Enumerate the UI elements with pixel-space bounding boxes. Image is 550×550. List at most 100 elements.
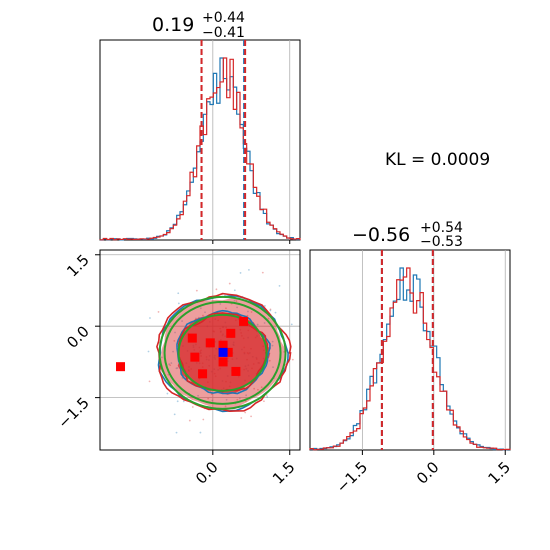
sample-point xyxy=(174,331,176,334)
red-marker xyxy=(223,347,233,357)
blue-marker xyxy=(218,347,228,357)
sample-point xyxy=(228,282,231,285)
sample-point xyxy=(202,314,204,317)
sample-point xyxy=(215,288,218,291)
sample-point xyxy=(157,311,160,313)
sample-point xyxy=(199,307,202,310)
sample-point xyxy=(202,418,205,421)
sample-point xyxy=(271,344,274,347)
red-marker xyxy=(187,333,197,343)
sample-point xyxy=(168,363,171,365)
sample-point xyxy=(290,323,293,326)
sample-point xyxy=(253,387,256,390)
sample-point xyxy=(236,306,238,309)
sample-point xyxy=(291,358,294,361)
histogram-panel-param2-series xyxy=(309,267,511,451)
joint-density-frame xyxy=(99,249,301,451)
sample-point xyxy=(224,405,227,408)
contour-green-outer xyxy=(158,295,287,410)
x2-tick-label: −1.5 xyxy=(333,458,371,496)
x2-tick-label: 0.0 xyxy=(413,458,443,488)
sample-point xyxy=(177,302,180,305)
sample-point xyxy=(176,496,178,498)
sample-point xyxy=(172,350,174,353)
contour-green-mid xyxy=(163,300,282,405)
sample-point xyxy=(246,314,249,317)
sample-point xyxy=(269,309,272,312)
sample-point xyxy=(236,398,239,401)
y-tick-label: 0.0 xyxy=(63,322,93,352)
histogram-param1-series-1 xyxy=(99,57,301,241)
sample-point xyxy=(191,406,194,408)
joint-density-panel: 0.0 1.5 1.5 0.0 −1.5 xyxy=(54,240,301,498)
param2-upper-error: +0.54 xyxy=(420,220,463,236)
sample-point xyxy=(278,285,281,287)
sample-point xyxy=(149,317,151,319)
sample-point xyxy=(166,392,169,395)
sample-point xyxy=(272,366,274,369)
sample-point xyxy=(250,415,252,418)
histogram-panel-param2: −1.5 0.0 1.5 −0.56 +0.54 −0.53 xyxy=(309,220,514,497)
sample-point xyxy=(195,289,198,292)
sample-point xyxy=(204,311,206,314)
sample-point xyxy=(173,413,176,416)
sample-point xyxy=(257,388,259,391)
histogram-param2-series-1 xyxy=(309,267,511,451)
param2-median-label: −0.56 xyxy=(352,224,410,246)
sample-point xyxy=(177,292,180,295)
sample-point xyxy=(271,340,274,343)
sample-point xyxy=(266,395,269,398)
sample-point xyxy=(265,394,268,396)
sample-point xyxy=(211,399,214,402)
sample-point xyxy=(268,359,271,362)
histogram-panel-param1-series xyxy=(99,57,301,241)
sample-point xyxy=(182,400,185,403)
sample-point xyxy=(250,311,253,313)
contour-red-outer xyxy=(156,292,292,413)
joint-density-markers xyxy=(116,316,249,379)
histogram-param2-series-2 xyxy=(309,267,511,451)
sample-point xyxy=(181,320,183,322)
sample-point xyxy=(169,364,172,367)
sample-point xyxy=(240,417,243,419)
histogram-param1-series-2 xyxy=(99,57,301,241)
histogram-panel-param1-grid xyxy=(212,40,291,240)
sample-point xyxy=(263,322,266,324)
sample-point xyxy=(256,323,259,326)
red-marker xyxy=(190,352,200,362)
x-tick-label: 0.0 xyxy=(192,458,222,488)
sample-point xyxy=(210,393,213,396)
sample-point xyxy=(225,398,228,401)
sample-point xyxy=(269,308,272,311)
param1-median-label: 0.19 xyxy=(152,14,194,36)
x2-tick-label: 1.5 xyxy=(484,458,514,488)
sample-point xyxy=(261,271,264,274)
red-marker xyxy=(218,340,228,350)
sample-point xyxy=(245,394,248,397)
histogram-panel-param1: 0.19 +0.44 −0.41 xyxy=(99,10,301,241)
histogram-panel-param1-frame xyxy=(99,39,301,241)
param2-lower-error: −0.53 xyxy=(420,234,463,250)
sample-point xyxy=(175,367,178,370)
sample-point xyxy=(235,300,238,303)
sample-point xyxy=(176,367,179,369)
histogram-panel-param2-frame xyxy=(309,249,511,451)
param1-upper-error: +0.44 xyxy=(202,10,245,26)
sample-point xyxy=(247,310,249,313)
sample-point xyxy=(263,400,265,403)
sample-point xyxy=(267,317,270,320)
sample-point xyxy=(188,419,191,422)
sample-point xyxy=(207,397,210,400)
red-marker xyxy=(239,316,249,326)
sample-point xyxy=(176,400,179,403)
sample-point xyxy=(233,289,236,292)
red-marker xyxy=(226,328,236,338)
sample-point xyxy=(239,272,242,274)
x-tick-label: 1.5 xyxy=(269,458,299,488)
sample-point xyxy=(197,394,199,397)
red-marker xyxy=(205,338,215,348)
kl-divergence-label: KL = 0.0009 xyxy=(385,150,490,170)
sample-point xyxy=(219,303,222,305)
red-marker xyxy=(198,369,208,379)
